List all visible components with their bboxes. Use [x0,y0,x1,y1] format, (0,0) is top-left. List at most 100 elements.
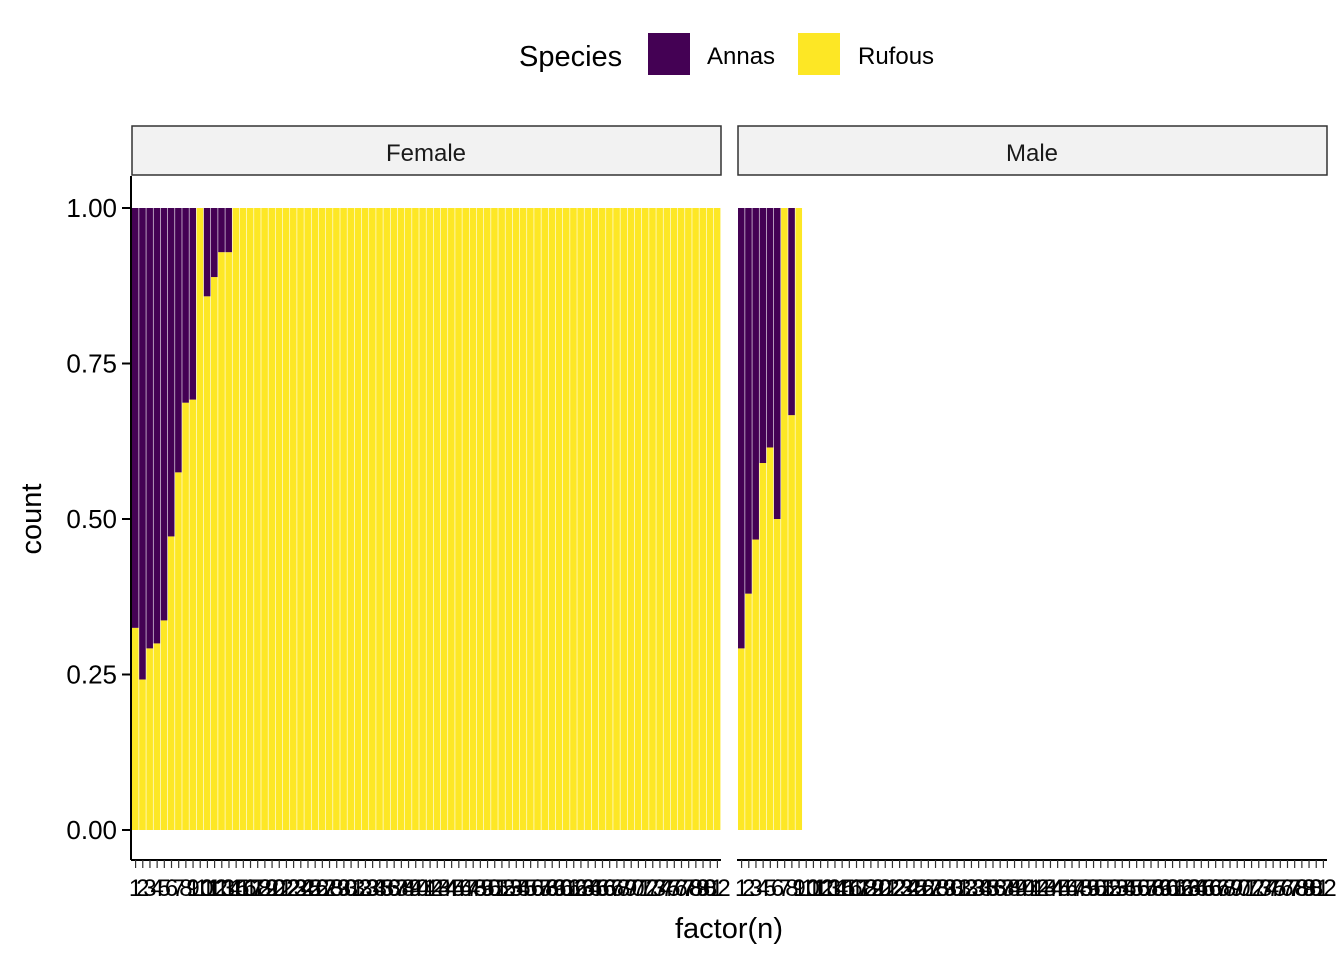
x-tick-label: 80 [1296,875,1323,902]
x-tick-label: 64 [575,875,602,902]
x-tick-label: 74 [647,875,674,902]
x-tick-label: 72 [1238,875,1265,902]
bar-rufous [713,208,721,830]
x-tick-label: 65 [1188,875,1215,902]
x-tick-label: 45 [1044,875,1071,902]
x-tick-label: 22 [879,875,906,902]
x-tick-label: 52 [1095,875,1122,902]
x-tick-label: 57 [1130,875,1157,902]
x-tick-label: 67 [596,875,623,902]
bar-rufous [738,648,745,830]
x-tick-label: 23 [886,875,913,902]
x-tick-label: 37 [381,875,408,902]
bar-rufous [534,208,541,830]
x-tick-label: 45 [438,875,465,902]
bar-rufous [175,472,182,830]
x-tick-label: 53 [496,875,523,902]
bar-rufous [699,208,707,830]
bar-rufous [246,208,254,830]
x-tick-label: 30 [331,875,358,902]
x-tick-label: 28 [922,875,949,902]
x-tick-label: 79 [683,875,710,902]
x-tick-label: 75 [1260,875,1287,902]
x-tick-label: 66 [589,875,616,902]
bar-rufous [426,208,434,830]
panel-female [132,208,721,830]
x-tick-label: 56 [517,875,544,902]
bar-rufous [795,208,803,830]
x-tick-label: 69 [1217,875,1244,902]
bar-annas [773,208,781,519]
bar-annas [139,208,146,680]
x-tick-label: 26 [908,875,935,902]
bar-rufous [649,208,656,830]
bar-rufous [591,208,599,830]
bar-rufous [232,208,240,830]
bar-rufous [146,648,153,830]
x-tick-label: 56 [1123,875,1150,902]
bar-annas [745,208,752,594]
x-tick-label: 21 [266,875,293,902]
bar-annas [752,208,759,540]
bar-rufous [606,208,613,830]
x-tick-label: 50 [1080,875,1107,902]
bar-rufous [555,208,563,830]
x-tick-label: 59 [539,875,566,902]
bar-rufous [239,208,247,830]
x-tick-label: 68 [603,875,630,902]
x-tick-label: 18 [850,875,877,902]
bar-rufous [275,208,283,830]
bar-rufous [677,208,685,830]
x-tick-label: 70 [618,875,645,902]
bar-rufous [752,539,759,830]
bar-rufous [570,208,577,830]
bar-rufous [766,447,774,830]
x-tick-label: 30 [937,875,964,902]
x-tick-label: 38 [388,875,415,902]
x-tick-label: 48 [1066,875,1093,902]
x-tick-label: 54 [1109,875,1136,902]
bar-rufous [788,415,795,830]
x-tick-label: 77 [668,875,695,902]
x-tick-label: 67 [1202,875,1229,902]
x-tick-label: 19 [252,875,279,902]
x-tick-label: 17 [237,875,264,902]
x-tick-label: 14 [822,875,849,902]
bar-rufous [519,208,527,830]
bar-rufous [347,208,355,830]
x-tick-label: 78 [1281,875,1308,902]
bar-rufous [225,252,232,830]
x-tick-label: 60 [546,875,573,902]
x-tick-label: 79 [1289,875,1316,902]
bar-annas [175,208,182,473]
x-tick-label: 58 [1138,875,1165,902]
y-axis-title: count [16,484,48,555]
x-tick-label: 53 [1102,875,1129,902]
x-tick-label: 39 [395,875,422,902]
bar-rufous [433,208,441,830]
bar-rufous [613,208,620,830]
bar-rufous [340,208,347,830]
bar-rufous [404,208,412,830]
x-tick-label: 36 [980,875,1007,902]
x-tick-label: 12 [807,875,834,902]
bar-rufous [541,208,549,830]
bar-rufous [182,402,189,830]
bar-rufous [383,208,390,830]
bar-annas [759,208,767,464]
bar-rufous [685,208,692,830]
bar-rufous [139,679,146,830]
x-tick-label: 42 [1023,875,1050,902]
bar-annas [160,208,168,621]
x-tick-label: 34 [965,875,992,902]
x-tick-label: 4 [150,875,163,902]
bar-annas [153,208,161,644]
x-tick-label: 18 [244,875,271,902]
bar-rufous [261,208,268,830]
bar-rufous [663,208,671,830]
x-tick-label: 7 [778,875,791,902]
x-tick-label: 33 [352,875,379,902]
strip-label-female: Female [386,140,466,167]
x-tick-label: 81 [697,875,724,902]
bar-rufous [448,208,455,830]
